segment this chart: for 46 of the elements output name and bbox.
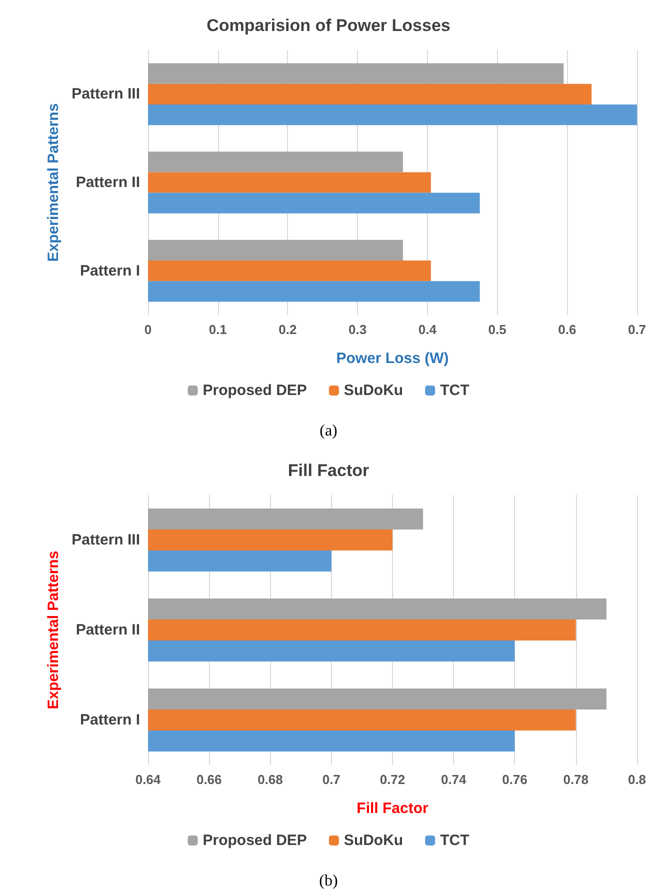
legend-label: Proposed DEP <box>202 382 307 399</box>
x-tick-label: 0.74 <box>440 772 468 787</box>
y-tick-label: Pattern III <box>72 532 140 548</box>
bar <box>148 172 431 193</box>
legend-label: SuDoKu <box>344 832 404 849</box>
bar <box>148 63 564 84</box>
y-tick-label: Pattern I <box>80 262 140 280</box>
x-tick-label: 0 <box>144 322 152 337</box>
x-tick-label: 0.2 <box>278 322 297 337</box>
x-tick-label: 0.76 <box>502 772 528 787</box>
y-tick-label: Pattern III <box>72 86 140 103</box>
x-tick-label: 0.78 <box>563 772 589 787</box>
chart-title: Fill Factor <box>288 461 370 480</box>
x-tick-label: 0.68 <box>258 772 283 787</box>
x-tick-label: 0.7 <box>322 772 340 787</box>
y-axis-title: Experimental Patterns <box>44 550 62 710</box>
x-tick-label: 0.1 <box>208 322 227 337</box>
x-tick-label: 0.5 <box>488 322 506 337</box>
bar <box>148 152 403 172</box>
y-tick-label: Pattern I <box>80 712 140 728</box>
x-tick-label: 0.72 <box>380 772 406 787</box>
bar <box>148 104 637 126</box>
x-tick-label: 0.8 <box>628 772 646 787</box>
x-axis-title: Fill Factor <box>356 800 428 817</box>
bar <box>148 260 431 282</box>
y-tick-label: Pattern II <box>76 174 140 191</box>
chart-title: Comparision of Power Losses <box>206 16 450 35</box>
legend-label: TCT <box>440 382 470 399</box>
y-tick-label: Pattern II <box>76 622 140 638</box>
x-tick-label: 0.6 <box>558 322 576 337</box>
x-tick-label: 0.4 <box>418 322 438 337</box>
legend-label: SuDoKu <box>344 382 404 399</box>
text: (b) <box>319 872 338 890</box>
bar <box>148 281 480 302</box>
bar <box>148 240 403 261</box>
x-tick-label: 0.66 <box>196 772 222 787</box>
bar <box>148 192 480 214</box>
x-tick-label: 0.3 <box>348 322 367 337</box>
text: (a) <box>320 422 338 440</box>
x-axis-title: Power Loss (W) <box>336 350 449 367</box>
legend-label: TCT <box>440 832 470 849</box>
x-tick-label: 0.64 <box>135 772 162 787</box>
y-axis-title: Experimental Patterns <box>44 103 62 262</box>
legend-label: Proposed DEP <box>202 832 307 849</box>
x-tick-label: 0.7 <box>628 322 646 337</box>
bar <box>148 84 592 104</box>
